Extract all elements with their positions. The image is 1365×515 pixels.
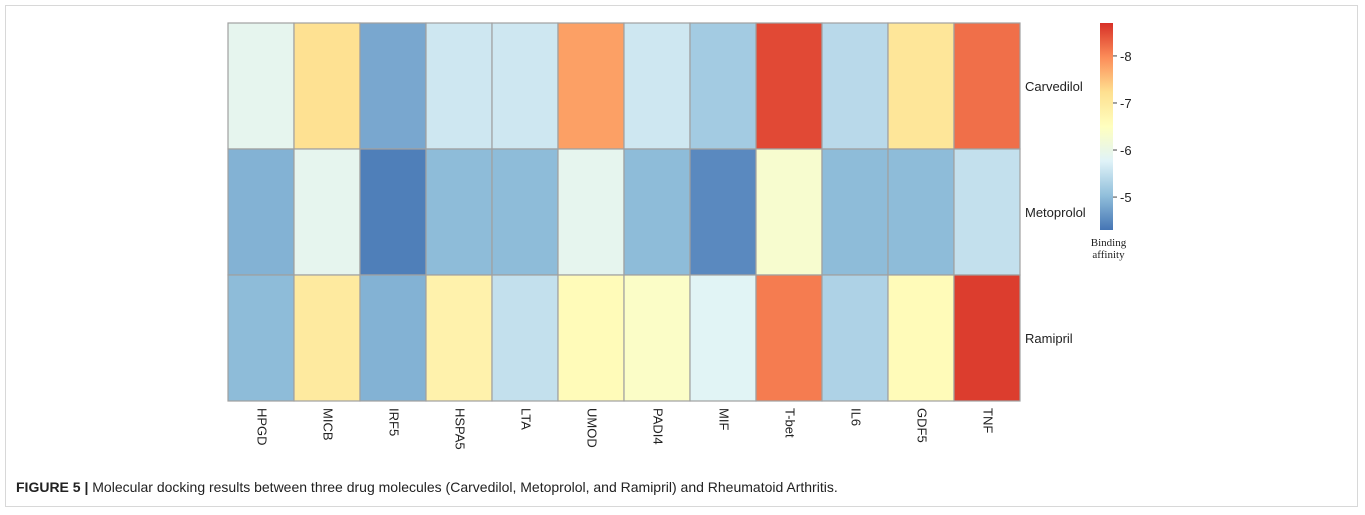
heatmap-cell [689, 148, 757, 276]
colorbar-tick-label: -7 [1120, 96, 1132, 111]
column-label: TNF [981, 408, 996, 433]
heatmap-cell [557, 22, 625, 150]
heatmap-cell [821, 274, 889, 402]
row-label: Carvedilol [1025, 79, 1083, 94]
heatmap-cell [425, 274, 493, 402]
column-label: MIF [717, 408, 732, 430]
row-label: Metoprolol [1025, 205, 1086, 220]
heatmap-cell [689, 22, 757, 150]
row-label: Ramipril [1025, 331, 1073, 346]
figure-caption: FIGURE 5 | Molecular docking results bet… [16, 479, 838, 495]
heatmap-cell [491, 22, 559, 150]
figure-label: FIGURE 5 | [16, 479, 89, 495]
colorbar-tick-label: -8 [1120, 49, 1132, 64]
heatmap-cell [953, 148, 1021, 276]
column-label: UMOD [585, 408, 600, 448]
heatmap-cell [755, 22, 823, 150]
colorbar-title: affinity [1092, 249, 1125, 261]
column-label: IL6 [849, 408, 864, 426]
colorbar [1100, 23, 1113, 230]
heatmap-cell [623, 148, 691, 276]
heatmap-cell [293, 274, 361, 402]
heatmap-cell [557, 274, 625, 402]
colorbar-title: Binding [1091, 237, 1127, 249]
heatmap-cell [293, 22, 361, 150]
heatmap-cell [623, 274, 691, 402]
heatmap-cell [887, 148, 955, 276]
heatmap-cell [227, 148, 295, 276]
column-label: PADI4 [651, 408, 666, 445]
heatmap-chart: Carvedilol Metoprolol Ramipril HPGD MICB IRF5… [227, 22, 1132, 450]
colorbar-tick-label: -5 [1120, 190, 1132, 205]
heatmap-cell [425, 22, 493, 150]
heatmap-cell [293, 148, 361, 276]
heatmap-cell [755, 274, 823, 402]
heatmap-cell [689, 274, 757, 402]
heatmap-cell [491, 148, 559, 276]
heatmap-cell [557, 148, 625, 276]
heatmap-cell [821, 148, 889, 276]
column-label: GDF5 [915, 408, 930, 443]
heatmap-cell [953, 274, 1021, 402]
column-label: HPGD [255, 408, 270, 446]
heatmap-cell [491, 274, 559, 402]
heatmap-cell [623, 22, 691, 150]
heatmap-cell [227, 22, 295, 150]
column-label: T-bet [783, 408, 798, 438]
colorbar-tick-label: -6 [1120, 143, 1132, 158]
heatmap-cell [887, 22, 955, 150]
heatmap-cell [359, 22, 427, 150]
heatmap-cell [821, 22, 889, 150]
heatmap-cell [425, 148, 493, 276]
heatmap-cell [755, 148, 823, 276]
heatmap-cell [953, 22, 1021, 150]
heatmap-cell [227, 274, 295, 402]
column-label: LTA [519, 408, 534, 430]
column-label: IRF5 [387, 408, 402, 436]
heatmap-cell [359, 274, 427, 402]
figure-caption-text: Molecular docking results between three … [88, 479, 838, 495]
heatmap-cell [887, 274, 955, 402]
column-label: MICB [321, 408, 336, 441]
heatmap-cell [359, 148, 427, 276]
column-label: HSPA5 [453, 408, 468, 450]
